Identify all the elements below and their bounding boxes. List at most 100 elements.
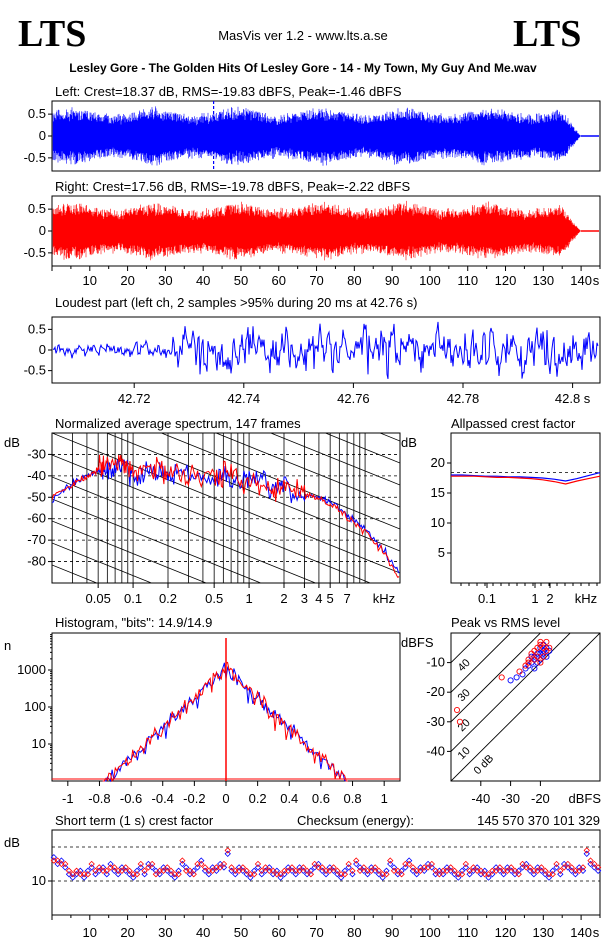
- stcrest-point-left: [273, 867, 281, 874]
- stcrest-point-left: [243, 871, 250, 878]
- stcrest-point-right: [511, 867, 519, 874]
- peakrms-point-right: [537, 659, 544, 666]
- stcrest-point-right: [213, 864, 220, 871]
- stcrest-point-right: [307, 871, 315, 878]
- spectrum-xtick-label: 4: [315, 591, 322, 606]
- stcrest-point-right: [330, 864, 337, 871]
- stcrest-point-left: [557, 871, 564, 878]
- stcrest-point-left: [549, 867, 556, 874]
- spectrum-ylabel: dB: [4, 435, 20, 450]
- spectrum-ytick-label: -30: [27, 446, 46, 461]
- peakrms-crest-line: [451, 633, 600, 781]
- stcrest-point-right: [228, 864, 235, 871]
- spectrum-slope-line: [52, 542, 153, 583]
- stcrest-xtick-label: 60: [272, 925, 286, 940]
- stcrest-point-left: [394, 871, 401, 878]
- stcrest-point-left: [80, 874, 88, 881]
- stcrest-xtick-label: 100: [419, 925, 441, 940]
- stcrest-point-right: [485, 871, 492, 878]
- stcrest-point-left: [572, 871, 579, 878]
- stcrest-point-right: [315, 864, 322, 871]
- stcrest-point-right: [80, 871, 88, 878]
- stcrest-point-right: [303, 867, 311, 874]
- peakrms-crest-label: 10: [456, 745, 473, 762]
- stcrest-point-right: [126, 867, 133, 874]
- spectrum-xtick-label: 1: [245, 591, 252, 606]
- stcrest-point-right: [455, 871, 462, 878]
- stcrest-point-left: [470, 867, 477, 874]
- stcrest-point-left: [330, 867, 337, 874]
- allpass-frame: [450, 432, 601, 584]
- stcrest-point-right: [92, 867, 99, 874]
- stcrest-point-left: [254, 864, 262, 871]
- spectrum-slope-line: [269, 433, 400, 486]
- logo-right: LTS: [513, 13, 581, 55]
- spectrum-slope-line: [52, 476, 317, 583]
- stcrest-point-left: [587, 860, 594, 868]
- stcrest-point-left: [285, 864, 292, 871]
- stcrest-point-right: [383, 871, 390, 878]
- stcrest-point-left: [387, 860, 394, 868]
- stcrest-point-right: [103, 867, 110, 874]
- stcrest-point-right: [470, 864, 477, 871]
- stcrest-point-left: [186, 871, 194, 878]
- stcrest-point-left: [591, 864, 598, 871]
- stcrest-point-right: [353, 857, 360, 864]
- peakrms-point-right: [540, 653, 547, 660]
- spectrum-ytick-label: -70: [27, 532, 46, 547]
- stcrest-point-right: [118, 867, 126, 874]
- stcrest-point-right: [368, 867, 375, 874]
- peakrms-point-right: [453, 706, 461, 714]
- right-wave-ytick-label: 0: [39, 223, 46, 238]
- stcrest-point-left: [579, 867, 587, 874]
- stcrest-point-right: [337, 871, 345, 878]
- peakrms-xtick-label: -30: [501, 791, 520, 806]
- stcrest-point-left: [428, 864, 435, 871]
- stcrest-point-right: [251, 871, 258, 878]
- stcrest-point-right: [443, 867, 451, 874]
- stcrest-point-right: [288, 864, 296, 871]
- stcrest-point-left: [462, 864, 469, 871]
- stcrest-point-left: [451, 871, 458, 878]
- stcrest-point-left: [455, 874, 462, 881]
- stcrest-point-left: [167, 871, 175, 878]
- stcrest-point-right: [439, 867, 447, 874]
- time-axis-label: 70: [309, 273, 323, 288]
- stcrest-point-left: [466, 871, 473, 878]
- stcrest-point-right: [130, 871, 137, 878]
- stcrest-point-right: [515, 871, 522, 878]
- stcrest-point-left: [258, 871, 265, 878]
- histogram-xtick-label: -0.2: [183, 791, 205, 806]
- stcrest-point-right: [583, 847, 590, 854]
- stcrest-point-right: [205, 867, 213, 874]
- peakrms-point-right: [531, 656, 538, 663]
- stcrest-point-right: [523, 864, 530, 871]
- loudest-trace: [52, 321, 599, 380]
- time-axis-label: 110: [457, 273, 478, 288]
- stcrest-point-right: [107, 864, 114, 871]
- stcrest-point-right: [564, 860, 572, 868]
- stcrest-point-left: [583, 850, 590, 857]
- stcrest-point-right: [84, 871, 92, 878]
- spectrum-slope-line: [52, 433, 400, 574]
- stcrest-point-right: [500, 867, 507, 874]
- stcrest-point-left: [341, 867, 349, 874]
- app-title: MasVis ver 1.2 - www.lts.a.se: [218, 28, 388, 43]
- spectrum-slope-line: [52, 454, 372, 583]
- spectrum-xtick-label: 2: [280, 591, 287, 606]
- stcrest-point-right: [576, 867, 583, 874]
- allpass-series-right: [451, 475, 601, 485]
- stcrest-point-right: [594, 864, 602, 871]
- stcrest-point-left: [553, 864, 560, 871]
- time-axis-label: 60: [272, 273, 286, 288]
- right-wave-ytick-label: -0.5: [24, 245, 46, 260]
- stcrest-point-left: [500, 871, 507, 878]
- stcrest-point-right: [285, 867, 292, 874]
- histogram-ytick-label: 100: [24, 699, 46, 714]
- stcrest-point-left: [356, 864, 364, 871]
- stcrest-xtick-label: 120: [495, 925, 517, 940]
- stcrest-point-right: [489, 867, 496, 874]
- time-axis-label: s: [593, 273, 600, 288]
- stcrest-point-right: [175, 871, 182, 878]
- stcrest-point-right: [417, 867, 424, 874]
